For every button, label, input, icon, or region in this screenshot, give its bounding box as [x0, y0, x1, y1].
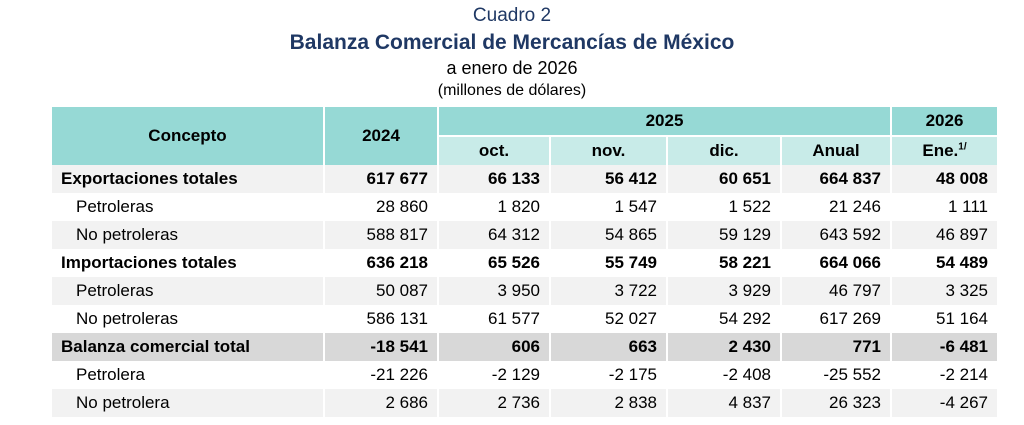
row-value: 59 129 [667, 221, 782, 249]
table-row: No petrolera 2 686 2 736 2 838 4 837 26 323 -4… [52, 389, 999, 417]
header-ene: Ene.1/ [891, 136, 999, 165]
row-label: Balanza comercial total [52, 333, 325, 361]
row-value: 52 027 [550, 305, 668, 333]
header-2026: 2026 [891, 107, 999, 137]
row-value: 1 111 [891, 193, 999, 221]
row-value: 50 087 [324, 277, 439, 305]
row-value: -18 541 [324, 333, 439, 361]
row-value: 588 817 [324, 221, 439, 249]
row-value: -21 226 [324, 361, 439, 389]
row-value: -25 552 [781, 361, 892, 389]
row-value: 46 797 [781, 277, 892, 305]
header-dic: dic. [667, 136, 782, 165]
row-value: 606 [438, 333, 551, 361]
row-value: 26 323 [781, 389, 892, 417]
row-label: Petroleras [52, 193, 325, 221]
row-value: 3 722 [550, 277, 668, 305]
row-value: 65 526 [438, 249, 551, 277]
row-value: 664 837 [781, 165, 892, 193]
row-value: 586 131 [324, 305, 439, 333]
table-row: No petroleras 586 131 61 577 52 027 54 292 61… [52, 305, 999, 333]
header-anual: Anual [781, 136, 892, 165]
row-value: 2 430 [667, 333, 782, 361]
row-value: 61 577 [438, 305, 551, 333]
table-number: Cuadro 2 [472, 5, 552, 26]
table-row: Petroleras 28 860 1 820 1 547 1 522 21 246 1 1… [52, 193, 999, 221]
row-value: -2 129 [438, 361, 551, 389]
row-label: Exportaciones totales [52, 165, 325, 193]
table-title-block: Cuadro 2 Balanza Comercial de Mercancías… [0, 6, 1024, 99]
row-label: No petroleras [52, 221, 325, 249]
table-row: Importaciones totales 636 218 65 526 55 749… [52, 249, 999, 277]
row-value: 3 950 [438, 277, 551, 305]
row-value: -2 175 [550, 361, 668, 389]
row-value: 66 133 [438, 165, 551, 193]
row-label: Petroleras [52, 277, 325, 305]
row-value: 51 164 [891, 305, 999, 333]
header-concepto: Concepto [52, 107, 325, 165]
row-value: -2 408 [667, 361, 782, 389]
row-value: 617 269 [781, 305, 892, 333]
row-value: 54 865 [550, 221, 668, 249]
row-value: 46 897 [891, 221, 999, 249]
row-label: Petrolera [52, 361, 325, 389]
row-value: 3 325 [891, 277, 999, 305]
row-value: 3 929 [667, 277, 782, 305]
row-value: 56 412 [550, 165, 668, 193]
row-value: 2 736 [438, 389, 551, 417]
row-value: 663 [550, 333, 668, 361]
footnote-marker: 1/ [958, 141, 967, 153]
row-value: -6 481 [891, 333, 999, 361]
row-value: 55 749 [550, 249, 668, 277]
table-row: Petroleras 50 087 3 950 3 722 3 929 46 797 3 3… [52, 277, 999, 305]
row-value: 28 860 [324, 193, 439, 221]
trade-balance-table: Concepto 2024 2025 2026 oct. nov. dic. A… [52, 107, 999, 417]
row-value: 1 547 [550, 193, 668, 221]
row-label: No petroleras [52, 305, 325, 333]
row-value: 58 221 [667, 249, 782, 277]
row-value: 771 [781, 333, 892, 361]
header-2025: 2025 [438, 107, 892, 137]
row-label: Importaciones totales [52, 249, 325, 277]
row-value: 1 820 [438, 193, 551, 221]
row-value: 636 218 [324, 249, 439, 277]
table-row: Exportaciones totales 617 677 66 133 56 412… [52, 165, 999, 193]
table-units: (millones de dólares) [437, 82, 587, 99]
table-period: a enero de 2026 [446, 58, 578, 78]
row-value: 48 008 [891, 165, 999, 193]
row-label: No petrolera [52, 389, 325, 417]
row-value: 2 838 [550, 389, 668, 417]
row-value: 4 837 [667, 389, 782, 417]
row-value: 664 066 [781, 249, 892, 277]
header-ene-label: Ene. [922, 141, 959, 160]
row-value: 2 686 [324, 389, 439, 417]
row-value: 64 312 [438, 221, 551, 249]
header-nov: nov. [550, 136, 668, 165]
table-title: Balanza Comercial de Mercancías de Méxic… [289, 31, 735, 54]
table-row: Balanza comercial total -18 541 606 663 2 43… [52, 333, 999, 361]
row-value: 1 522 [667, 193, 782, 221]
table-row: No petroleras 588 817 64 312 54 865 59 129 64… [52, 221, 999, 249]
row-value: -2 214 [891, 361, 999, 389]
row-value: 54 292 [667, 305, 782, 333]
row-value: 54 489 [891, 249, 999, 277]
row-value: 617 677 [324, 165, 439, 193]
table-row: Petrolera -21 226 -2 129 -2 175 -2 408 -25 55… [52, 361, 999, 389]
header-2024: 2024 [324, 107, 439, 165]
row-value: 21 246 [781, 193, 892, 221]
header-oct: oct. [438, 136, 551, 165]
row-value: 643 592 [781, 221, 892, 249]
row-value: -4 267 [891, 389, 999, 417]
row-value: 60 651 [667, 165, 782, 193]
